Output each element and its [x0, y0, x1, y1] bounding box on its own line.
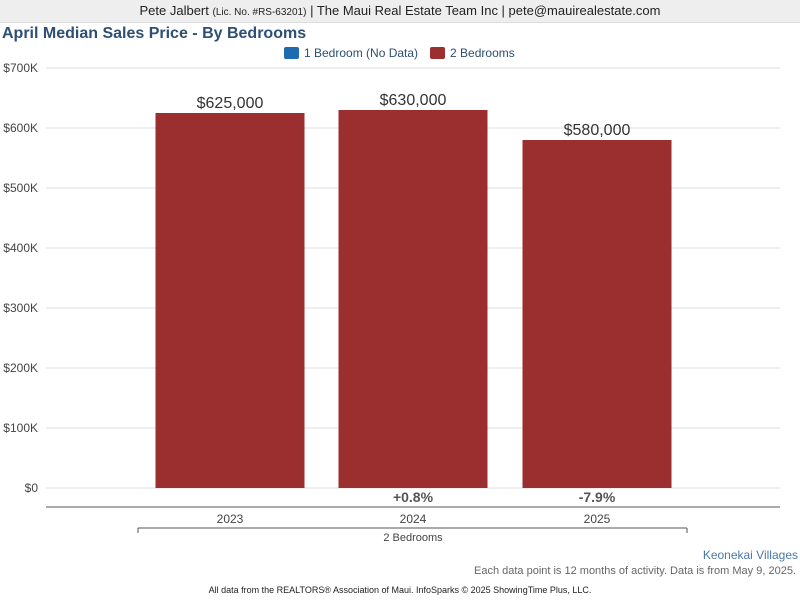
- data-label-2024: $630,000: [380, 92, 447, 109]
- chart-title: April Median Sales Price - By Bedrooms: [2, 25, 307, 42]
- y-tick-label: $700K: [3, 61, 38, 75]
- license-number: (Lic. No. #RS-63201): [212, 7, 307, 18]
- y-tick-label: $500K: [3, 181, 38, 195]
- x-tick-label-2024: 2024: [400, 512, 427, 526]
- y-tick-label: $0: [25, 481, 39, 495]
- y-tick-label: $600K: [3, 121, 38, 135]
- legend-swatch-1-bedroom: [284, 47, 299, 59]
- change-label-2024: +0.8%: [393, 489, 434, 505]
- x-tick-label-2023: 2023: [217, 512, 244, 526]
- x-tick-label-2025: 2025: [584, 512, 611, 526]
- area-name[interactable]: Keonekai Villages: [702, 548, 798, 562]
- agent-name: Pete Jalbert: [139, 3, 209, 18]
- chart-legend: 1 Bedroom (No Data) 2 Bedrooms: [284, 46, 527, 60]
- data-note: Each data point is 12 months of activity…: [473, 565, 796, 577]
- legend-item-2-bedrooms[interactable]: 2 Bedrooms: [430, 46, 515, 60]
- y-tick-label: $300K: [3, 301, 38, 315]
- legend-swatch-2-bedrooms: [430, 47, 446, 59]
- group-bracket: [137, 527, 688, 533]
- bar-2025: [522, 140, 672, 488]
- company-email: | The Maui Real Estate Team Inc | pete@m…: [310, 3, 661, 18]
- bar-2023: [155, 113, 305, 488]
- data-source: All data from the REALTORS® Association …: [208, 585, 592, 595]
- legend-label-2-bedrooms: 2 Bedrooms: [450, 46, 515, 60]
- change-label-2025: -7.9%: [579, 489, 616, 505]
- data-label-2023: $625,000: [197, 95, 264, 112]
- y-tick-label: $400K: [3, 241, 38, 255]
- legend-label-1-bedroom: 1 Bedroom (No Data): [304, 46, 419, 60]
- group-label: 2 Bedrooms: [383, 532, 443, 544]
- y-tick-label: $200K: [3, 361, 38, 375]
- data-label-2025: $580,000: [564, 122, 631, 139]
- bar-2024: [338, 110, 488, 488]
- legend-item-1-bedroom[interactable]: 1 Bedroom (No Data): [284, 46, 418, 60]
- y-tick-label: $100K: [3, 421, 38, 435]
- agent-header: Pete Jalbert (Lic. No. #RS-63201) | The …: [0, 0, 800, 23]
